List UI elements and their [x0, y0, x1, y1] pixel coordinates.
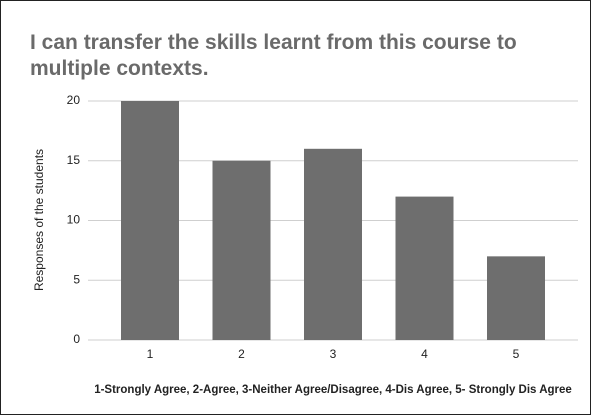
y-tick-label: 10 [67, 213, 81, 227]
bar [395, 196, 454, 340]
chart-title: I can transfer the skills learnt from th… [30, 31, 517, 80]
bar [487, 256, 545, 340]
bar [212, 160, 271, 340]
x-tick-label: 3 [330, 347, 337, 361]
x-tick-label: 2 [238, 347, 245, 361]
x-tick-label: 1 [147, 347, 154, 361]
bar [304, 148, 362, 340]
x-tick-label: 5 [513, 347, 520, 361]
y-tick-label: 5 [73, 272, 80, 286]
x-axis-label: 1-Strongly Agree, 2-Agree, 3-Neither Agr… [94, 384, 572, 396]
bar [121, 101, 179, 340]
x-tick-label: 4 [421, 347, 428, 361]
y-tick-label: 20 [67, 93, 81, 107]
y-tick-label: 0 [73, 332, 80, 346]
y-tick-label: 15 [67, 153, 81, 167]
y-axis-label: Responses of the students [32, 149, 46, 291]
